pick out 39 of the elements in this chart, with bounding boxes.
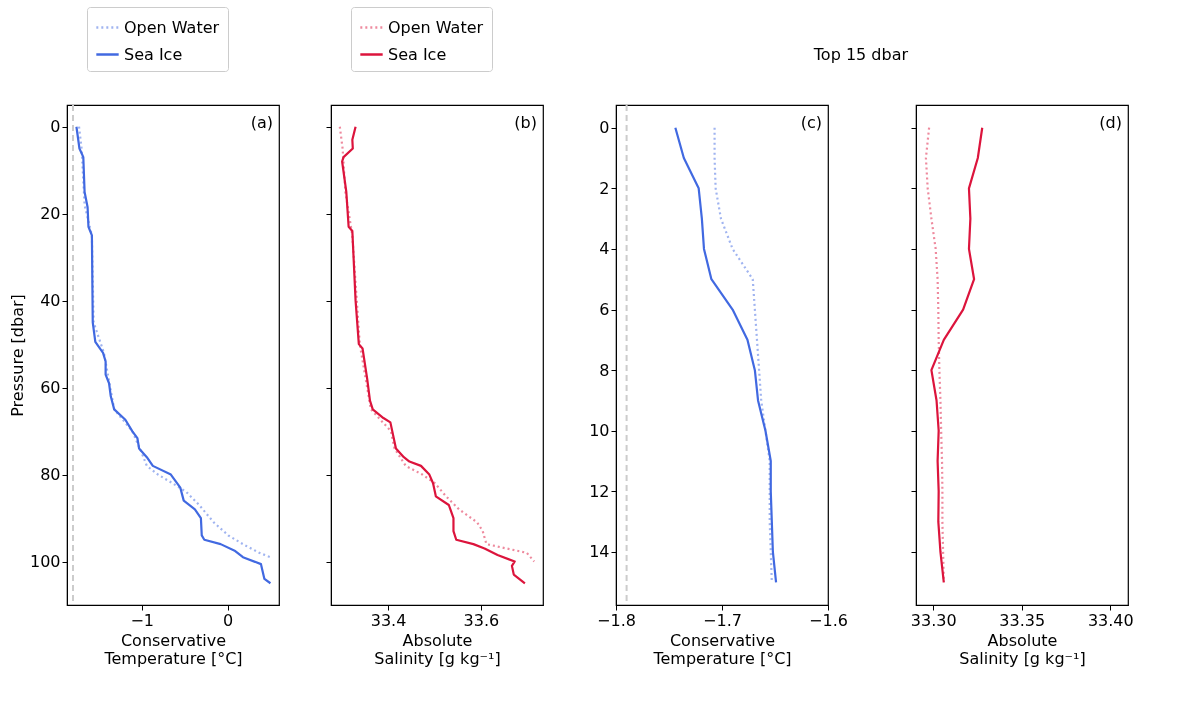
legend-label: Open Water	[124, 17, 220, 37]
annotation: (c)	[800, 113, 822, 132]
y-tick-label: 20	[40, 204, 61, 224]
x-axis-title: Conservative Temperature [°C]	[103, 630, 243, 668]
y-tick-label: 40	[40, 291, 61, 311]
y-axis-title: Pressure [dbar]	[7, 294, 27, 417]
annotation: (a)	[250, 113, 273, 132]
y-tick-label: 60	[40, 378, 61, 398]
y-tick-label: 12	[589, 481, 610, 501]
x-axis-title: Absolute Salinity [g kg⁻¹]	[374, 630, 501, 668]
x-tick-label: −1.7	[703, 610, 742, 630]
y-tick-label: 80	[40, 465, 61, 485]
y-tick-label: 8	[599, 360, 610, 380]
y-tick-label: 0	[50, 117, 61, 137]
legend-label: Sea Ice	[388, 44, 447, 64]
annotation: (b)	[514, 113, 537, 132]
y-tick-label: 6	[599, 300, 610, 320]
line-series	[674, 126, 778, 584]
x-tick-label: 33.4	[370, 610, 407, 630]
y-tick-label: 2	[599, 178, 610, 198]
x-tick-label: 33.6	[463, 610, 500, 630]
x-tick-label: −1.8	[597, 610, 636, 630]
x-tick-label: 33.30	[910, 610, 957, 630]
legend-label: Sea Ice	[124, 44, 183, 64]
x-tick-label: 33.35	[999, 610, 1046, 630]
y-tick-label: 100	[29, 552, 61, 572]
x-axis-title: Conservative Temperature [°C]	[652, 630, 792, 668]
x-tick-label: 0	[222, 610, 234, 630]
text: Top 15 dbar	[812, 45, 909, 65]
x-tick-label: −1	[130, 610, 154, 630]
y-tick-label: 4	[599, 239, 610, 259]
legend-label: Open Water	[388, 17, 484, 37]
x-axis-title: Absolute Salinity [g kg⁻¹]	[959, 630, 1086, 668]
y-tick-label: 10	[589, 421, 610, 441]
x-tick-label: −1.6	[809, 610, 848, 630]
x-tick-label: 33.40	[1087, 610, 1134, 630]
y-tick-label: 14	[589, 542, 610, 562]
annotation: (d)	[1099, 113, 1122, 132]
y-tick-label: 0	[599, 118, 610, 138]
